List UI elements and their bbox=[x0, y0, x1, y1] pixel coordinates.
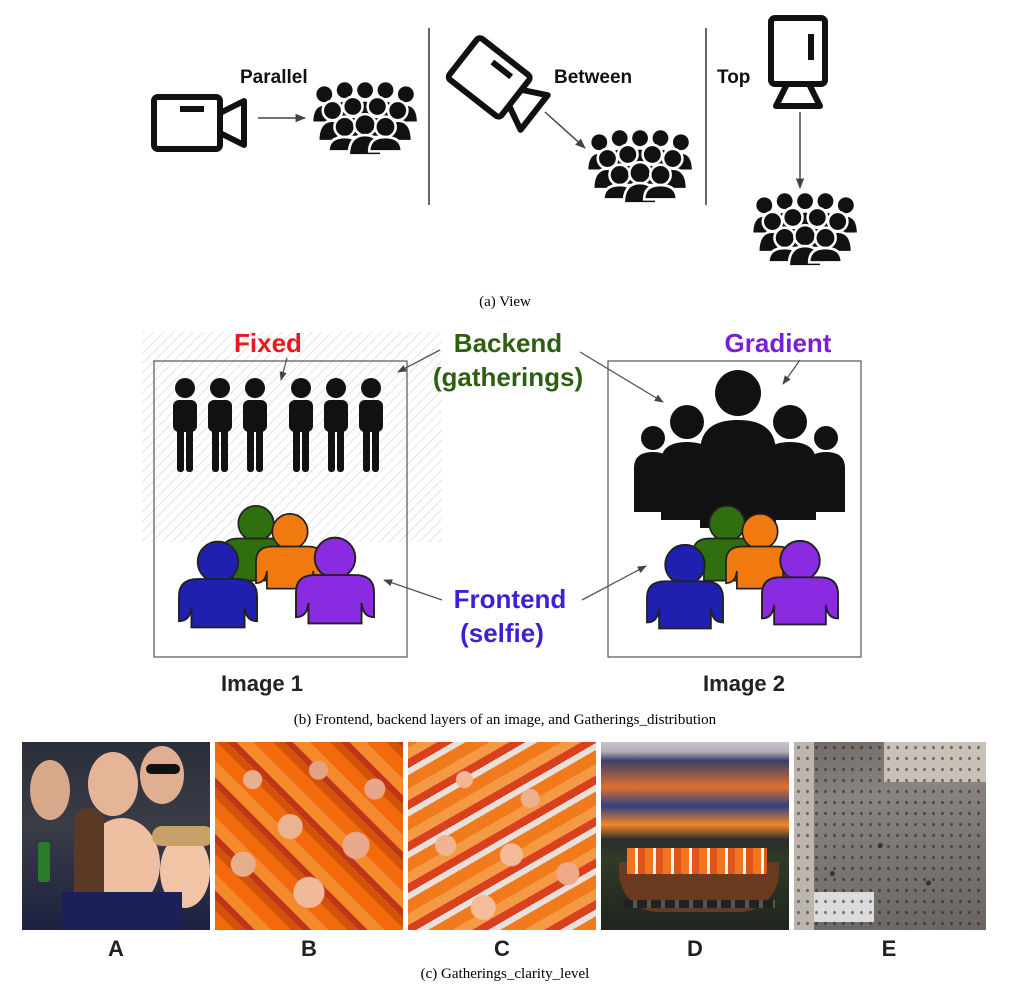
crowd-icon bbox=[585, 127, 695, 205]
image-1-frame bbox=[153, 360, 408, 658]
photo-e bbox=[794, 742, 986, 930]
video-camera-icon bbox=[445, 35, 551, 133]
label-backend: Backend bbox=[454, 328, 562, 358]
label-image-1: Image 1 bbox=[221, 671, 303, 696]
photo-letter-c: C bbox=[494, 936, 510, 961]
selfie-group bbox=[646, 504, 839, 630]
photo-d bbox=[601, 742, 789, 930]
arrow-icon bbox=[581, 565, 647, 601]
label-between: Between bbox=[554, 67, 632, 88]
video-camera-icon bbox=[151, 94, 247, 152]
arrow-icon bbox=[397, 349, 441, 373]
label-frontend: Frontend bbox=[454, 584, 567, 614]
photo-letter-d: D bbox=[687, 936, 703, 961]
arrow-icon bbox=[279, 357, 288, 381]
panel-b: Fixed Backend (gatherings) Gradient Fron… bbox=[142, 328, 862, 728]
label-fixed: Fixed bbox=[234, 328, 302, 358]
photo-letter-a: A bbox=[108, 936, 124, 961]
label-backend-sub: (gatherings) bbox=[433, 362, 583, 392]
arrow-icon bbox=[579, 351, 664, 403]
video-camera-icon bbox=[768, 15, 828, 109]
caption-c: (c) Gatherings_clarity_level bbox=[420, 966, 590, 982]
photo-letter-e: E bbox=[881, 936, 897, 961]
photo-c bbox=[408, 742, 596, 930]
figure-diagram: Parallel Between Top (a) View bbox=[142, 15, 862, 728]
person-icon bbox=[634, 370, 845, 528]
arrow-icon bbox=[383, 579, 443, 601]
photo-a bbox=[22, 742, 210, 930]
photo-b bbox=[215, 742, 403, 930]
panel-a: Parallel Between Top (a) View bbox=[151, 15, 860, 310]
label-parallel: Parallel bbox=[240, 67, 308, 88]
arrow-icon bbox=[782, 359, 801, 385]
arrow-icon bbox=[544, 111, 586, 149]
crowd-icon bbox=[750, 190, 860, 268]
caption-a: (a) View bbox=[479, 294, 531, 310]
label-top: Top bbox=[717, 67, 750, 88]
label-image-2: Image 2 bbox=[703, 671, 785, 696]
image-2-frame bbox=[607, 360, 862, 658]
label-frontend-sub: (selfie) bbox=[460, 618, 544, 648]
label-gradient: Gradient bbox=[725, 328, 832, 358]
crowd-icon bbox=[310, 79, 420, 157]
caption-b: (b) Frontend, backend layers of an image… bbox=[294, 712, 717, 728]
photo-letter-b: B bbox=[301, 936, 317, 961]
